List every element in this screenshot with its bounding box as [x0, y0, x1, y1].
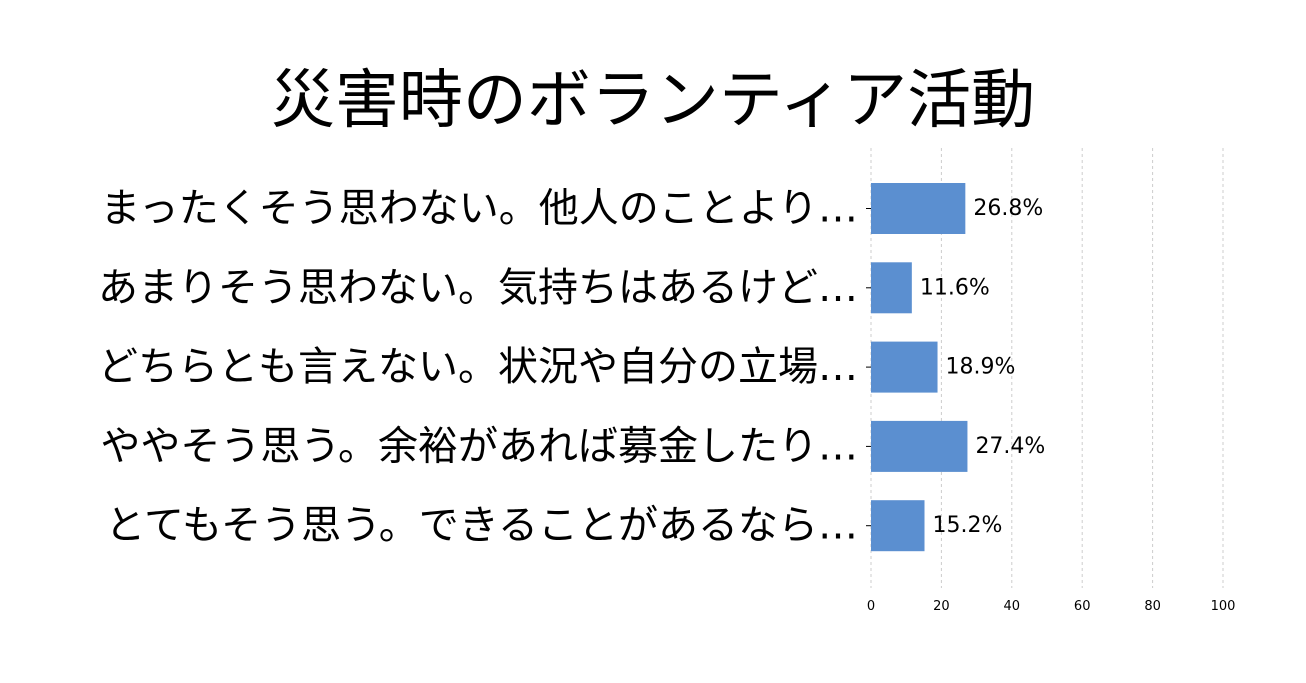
x-tick-label: 40: [1004, 599, 1021, 614]
chart-title: 災害時のボランティア活動: [271, 64, 1035, 138]
x-tick-label: 0: [867, 599, 875, 614]
category-labels: まったくそう思わない。他人のことより… あまりそう思わない。気持ちはあるけど… どち…: [98, 186, 858, 549]
x-tick-label: 60: [1074, 599, 1091, 614]
data-label: 15.2%: [933, 513, 1003, 538]
data-label: 18.9%: [946, 355, 1016, 380]
category-label: ややそう思う。余裕があれば募金したり…: [100, 423, 858, 469]
bar: [871, 420, 968, 472]
category-label: とてもそう思う。できることがあるなら…: [105, 503, 858, 549]
x-tick-label: 20: [933, 599, 950, 614]
bar: [871, 262, 912, 314]
bar: [871, 500, 925, 552]
x-tick-label: 80: [1144, 599, 1161, 614]
x-axis-ticks: 0 20 40 60 80 100: [866, 208, 1236, 614]
category-label: あまりそう思わない。気持ちはあるけど…: [98, 265, 858, 311]
category-label: まったくそう思わない。他人のことより…: [100, 186, 858, 232]
data-label: 11.6%: [920, 275, 990, 300]
category-label: どちらとも言えない。状況や自分の立場…: [98, 344, 858, 390]
data-labels: 26.8% 11.6% 18.9% 27.4% 15.2%: [920, 196, 1046, 538]
bar: [871, 183, 966, 234]
x-tick-label: 100: [1211, 599, 1236, 614]
bar: [871, 341, 938, 393]
bars: [871, 183, 968, 552]
data-label: 27.4%: [975, 434, 1045, 459]
data-label: 26.8%: [973, 196, 1043, 221]
